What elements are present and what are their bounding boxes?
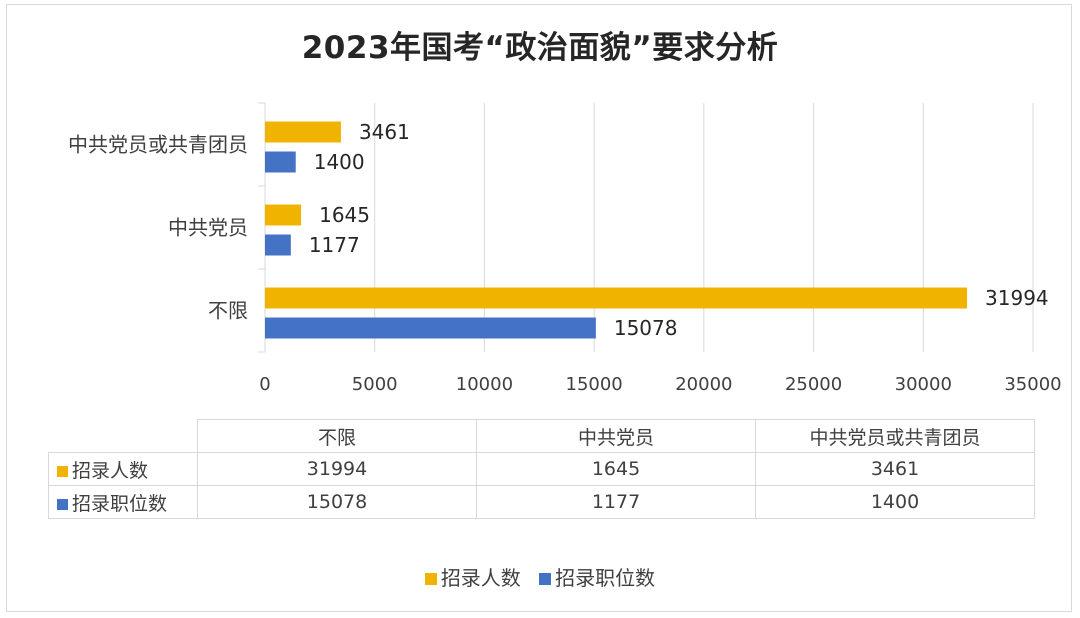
legend-swatch	[424, 573, 437, 585]
data-table-cell: 1400	[755, 485, 1035, 519]
data-label: 31994	[985, 286, 1049, 310]
data-table-cell: 1645	[476, 452, 756, 486]
x-tick-label: 0	[259, 374, 270, 395]
x-tick-label: 15000	[566, 374, 623, 395]
data-table-row-label: 招录职位数	[48, 485, 198, 519]
bar	[265, 287, 968, 309]
category-label: 中共党员	[168, 216, 248, 240]
data-table-cell: 1177	[476, 485, 756, 519]
data-table-cell: 31994	[197, 452, 477, 486]
data-label: 3461	[359, 120, 410, 144]
bar	[265, 317, 596, 339]
data-label: 1645	[319, 203, 370, 227]
data-label: 15078	[614, 316, 678, 340]
category-label: 不限	[208, 299, 248, 323]
category-label: 中共党员或共青团员	[68, 133, 248, 157]
series-swatch	[57, 465, 68, 477]
series-name: 招录职位数	[72, 492, 168, 515]
data-table-row: 招录职位数 15078 1177 1400	[48, 485, 1035, 519]
legend-swatch	[539, 573, 552, 585]
x-tick-label: 20000	[675, 374, 732, 395]
x-tick-label: 35000	[1004, 374, 1061, 395]
data-table-cell: 3461	[755, 452, 1035, 486]
data-label: 1400	[314, 150, 365, 174]
chart-title: 2023年国考“政治面貌”要求分析	[301, 30, 779, 66]
bar	[265, 204, 302, 226]
legend-label: 招录职位数	[555, 566, 656, 590]
data-table-header: 不限	[197, 419, 477, 453]
data-table-header: 中共党员	[476, 419, 756, 453]
legend-item: 招录职位数	[539, 562, 655, 591]
data-table: 不限 中共党员 中共党员或共青团员 招录人数 31994 1645 3461 招…	[48, 419, 1035, 519]
x-tick-label: 30000	[895, 374, 952, 395]
bar	[265, 121, 341, 143]
series-swatch	[57, 498, 68, 510]
legend-item: 招录人数	[424, 562, 521, 591]
data-table-header: 中共党员或共青团员	[755, 419, 1035, 453]
x-tick-label: 10000	[456, 374, 513, 395]
legend-label: 招录人数	[440, 566, 521, 590]
data-table-cell: 15078	[197, 485, 477, 519]
x-tick-label: 25000	[785, 374, 842, 395]
series-name: 招录人数	[72, 459, 149, 482]
x-tick-label: 5000	[352, 374, 398, 395]
bar	[265, 234, 291, 256]
chart-legend: 招录人数 招录职位数	[0, 562, 1080, 591]
data-table-corner	[48, 419, 198, 453]
data-label: 1177	[309, 233, 360, 257]
data-table-row: 招录人数 31994 1645 3461	[48, 452, 1035, 486]
bar	[265, 151, 296, 173]
data-table-row-label: 招录人数	[48, 452, 198, 486]
data-table-header-row: 不限 中共党员 中共党员或共青团员	[48, 419, 1035, 453]
